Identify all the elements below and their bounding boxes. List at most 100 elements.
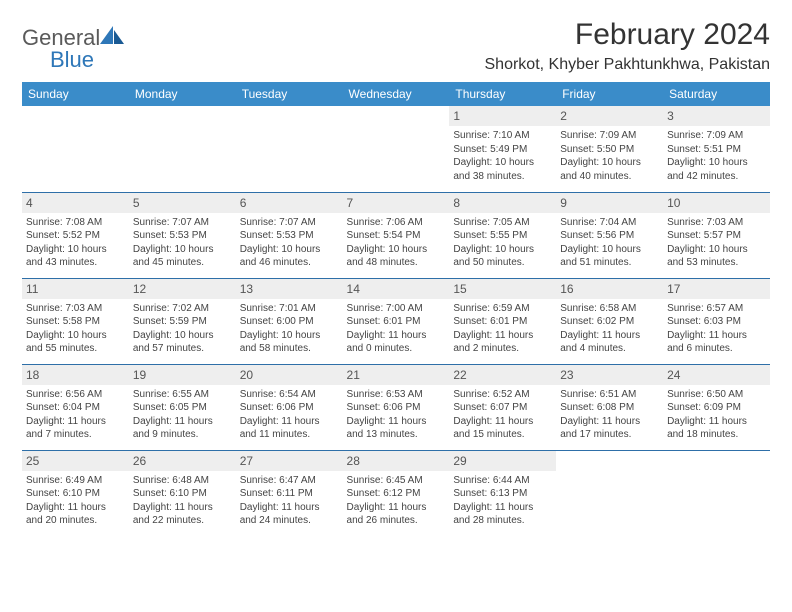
sunset-text: Sunset: 5:53 PM (240, 229, 339, 243)
day-info: Sunrise: 7:01 AMSunset: 6:00 PMDaylight:… (240, 302, 339, 356)
day-number: 13 (236, 279, 343, 299)
calendar-day-cell: 8Sunrise: 7:05 AMSunset: 5:55 PMDaylight… (449, 192, 556, 278)
daylight-text: Daylight: 11 hours and 2 minutes. (453, 329, 552, 356)
weekday-header: Saturday (663, 82, 770, 106)
day-number: 7 (343, 193, 450, 213)
day-number: 27 (236, 451, 343, 471)
sunrise-text: Sunrise: 6:52 AM (453, 388, 552, 402)
daylight-text: Daylight: 10 hours and 57 minutes. (133, 329, 232, 356)
sunrise-text: Sunrise: 7:04 AM (560, 216, 659, 230)
calendar-empty-cell (556, 450, 663, 536)
daylight-text: Daylight: 11 hours and 22 minutes. (133, 501, 232, 528)
brand-logo: General Blue (22, 24, 126, 73)
calendar-header-row: SundayMondayTuesdayWednesdayThursdayFrid… (22, 82, 770, 106)
sail-icon (100, 24, 126, 51)
day-info: Sunrise: 6:53 AMSunset: 6:06 PMDaylight:… (347, 388, 446, 442)
sunset-text: Sunset: 5:56 PM (560, 229, 659, 243)
calendar-body: 1Sunrise: 7:10 AMSunset: 5:49 PMDaylight… (22, 106, 770, 536)
day-number: 15 (449, 279, 556, 299)
day-number: 5 (129, 193, 236, 213)
calendar-day-cell: 24 Sunrise: 6:50 AMSunset: 6:09 PMDayligh… (663, 364, 770, 450)
day-info: Sunrise: 7:00 AMSunset: 6:01 PMDaylight:… (347, 302, 446, 356)
day-number: 16 (556, 279, 663, 299)
day-info: Sunrise: 7:04 AMSunset: 5:56 PMDaylight:… (560, 216, 659, 270)
day-info: Sunrise: 7:09 AMSunset: 5:50 PMDaylight:… (560, 129, 659, 183)
calendar-week-row: 25Sunrise: 6:49 AMSunset: 6:10 PMDayligh… (22, 450, 770, 536)
daylight-text: Daylight: 10 hours and 43 minutes. (26, 243, 125, 270)
sunset-text: Sunset: 6:10 PM (26, 487, 125, 501)
calendar-day-cell: 28Sunrise: 6:45 AMSunset: 6:12 PMDayligh… (343, 450, 450, 536)
sunrise-text: Sunrise: 7:01 AM (240, 302, 339, 316)
day-number: 8 (449, 193, 556, 213)
sunrise-text: Sunrise: 7:09 AM (560, 129, 659, 143)
weekday-header: Friday (556, 82, 663, 106)
day-number: 4 (22, 193, 129, 213)
day-info: Sunrise: 6:47 AMSunset: 6:11 PMDaylight:… (240, 474, 339, 528)
weekday-header: Sunday (22, 82, 129, 106)
calendar-day-cell: 20Sunrise: 6:54 AMSunset: 6:06 PMDayligh… (236, 364, 343, 450)
sunrise-text: Sunrise: 7:08 AM (26, 216, 125, 230)
sunset-text: Sunset: 5:55 PM (453, 229, 552, 243)
calendar-week-row: 4 Sunrise: 7:08 AMSunset: 5:52 PMDaylight… (22, 192, 770, 278)
daylight-text: Daylight: 11 hours and 17 minutes. (560, 415, 659, 442)
calendar-day-cell: 25Sunrise: 6:49 AMSunset: 6:10 PMDayligh… (22, 450, 129, 536)
day-number: 26 (129, 451, 236, 471)
sunset-text: Sunset: 6:01 PM (347, 315, 446, 329)
calendar-empty-cell (129, 106, 236, 192)
daylight-text: Daylight: 10 hours and 45 minutes. (133, 243, 232, 270)
day-info: Sunrise: 6:55 AMSunset: 6:05 PMDaylight:… (133, 388, 232, 442)
sunset-text: Sunset: 6:12 PM (347, 487, 446, 501)
daylight-text: Daylight: 10 hours and 51 minutes. (560, 243, 659, 270)
daylight-text: Daylight: 10 hours and 48 minutes. (347, 243, 446, 270)
daylight-text: Daylight: 10 hours and 42 minutes. (667, 156, 766, 183)
sunrise-text: Sunrise: 7:05 AM (453, 216, 552, 230)
location-subtitle: Shorkot, Khyber Pakhtunkhwa, Pakistan (485, 56, 771, 74)
day-number: 17 (663, 279, 770, 299)
daylight-text: Daylight: 11 hours and 20 minutes. (26, 501, 125, 528)
calendar-day-cell: 5Sunrise: 7:07 AMSunset: 5:53 PMDaylight… (129, 192, 236, 278)
sunrise-text: Sunrise: 7:02 AM (133, 302, 232, 316)
sunset-text: Sunset: 6:02 PM (560, 315, 659, 329)
weekday-header: Tuesday (236, 82, 343, 106)
sunset-text: Sunset: 5:57 PM (667, 229, 766, 243)
calendar-day-cell: 16Sunrise: 6:58 AMSunset: 6:02 PMDayligh… (556, 278, 663, 364)
daylight-text: Daylight: 11 hours and 9 minutes. (133, 415, 232, 442)
sunrise-text: Sunrise: 6:53 AM (347, 388, 446, 402)
sunrise-text: Sunrise: 7:03 AM (667, 216, 766, 230)
day-info: Sunrise: 7:02 AMSunset: 5:59 PMDaylight:… (133, 302, 232, 356)
sunset-text: Sunset: 6:06 PM (347, 401, 446, 415)
daylight-text: Daylight: 11 hours and 15 minutes. (453, 415, 552, 442)
sunset-text: Sunset: 5:53 PM (133, 229, 232, 243)
sunrise-text: Sunrise: 7:10 AM (453, 129, 552, 143)
day-number: 1 (449, 106, 556, 126)
day-info: Sunrise: 6:57 AMSunset: 6:03 PMDaylight:… (667, 302, 766, 356)
calendar-empty-cell (663, 450, 770, 536)
day-info: Sunrise: 6:56 AMSunset: 6:04 PMDaylight:… (26, 388, 125, 442)
day-number: 21 (343, 365, 450, 385)
daylight-text: Daylight: 11 hours and 13 minutes. (347, 415, 446, 442)
calendar-day-cell: 9Sunrise: 7:04 AMSunset: 5:56 PMDaylight… (556, 192, 663, 278)
calendar-day-cell: 17 Sunrise: 6:57 AMSunset: 6:03 PMDayligh… (663, 278, 770, 364)
weekday-header: Wednesday (343, 82, 450, 106)
calendar-day-cell: 27 Sunrise: 6:47 AMSunset: 6:11 PMDayligh… (236, 450, 343, 536)
day-info: Sunrise: 6:51 AMSunset: 6:08 PMDaylight:… (560, 388, 659, 442)
calendar-day-cell: 4 Sunrise: 7:08 AMSunset: 5:52 PMDaylight… (22, 192, 129, 278)
sunset-text: Sunset: 6:09 PM (667, 401, 766, 415)
daylight-text: Daylight: 10 hours and 55 minutes. (26, 329, 125, 356)
sunset-text: Sunset: 6:10 PM (133, 487, 232, 501)
day-info: Sunrise: 7:08 AMSunset: 5:52 PMDaylight:… (26, 216, 125, 270)
calendar-day-cell: 23Sunrise: 6:51 AMSunset: 6:08 PMDayligh… (556, 364, 663, 450)
day-info: Sunrise: 6:50 AMSunset: 6:09 PMDaylight:… (667, 388, 766, 442)
sunrise-text: Sunrise: 6:48 AM (133, 474, 232, 488)
daylight-text: Daylight: 10 hours and 53 minutes. (667, 243, 766, 270)
day-number: 20 (236, 365, 343, 385)
calendar-table: SundayMondayTuesdayWednesdayThursdayFrid… (22, 82, 770, 536)
day-number: 28 (343, 451, 450, 471)
day-info: Sunrise: 6:44 AMSunset: 6:13 PMDaylight:… (453, 474, 552, 528)
day-number: 24 (663, 365, 770, 385)
sunset-text: Sunset: 5:51 PM (667, 143, 766, 157)
calendar-day-cell: 19Sunrise: 6:55 AMSunset: 6:05 PMDayligh… (129, 364, 236, 450)
sunrise-text: Sunrise: 7:07 AM (240, 216, 339, 230)
daylight-text: Daylight: 11 hours and 24 minutes. (240, 501, 339, 528)
sunrise-text: Sunrise: 6:58 AM (560, 302, 659, 316)
